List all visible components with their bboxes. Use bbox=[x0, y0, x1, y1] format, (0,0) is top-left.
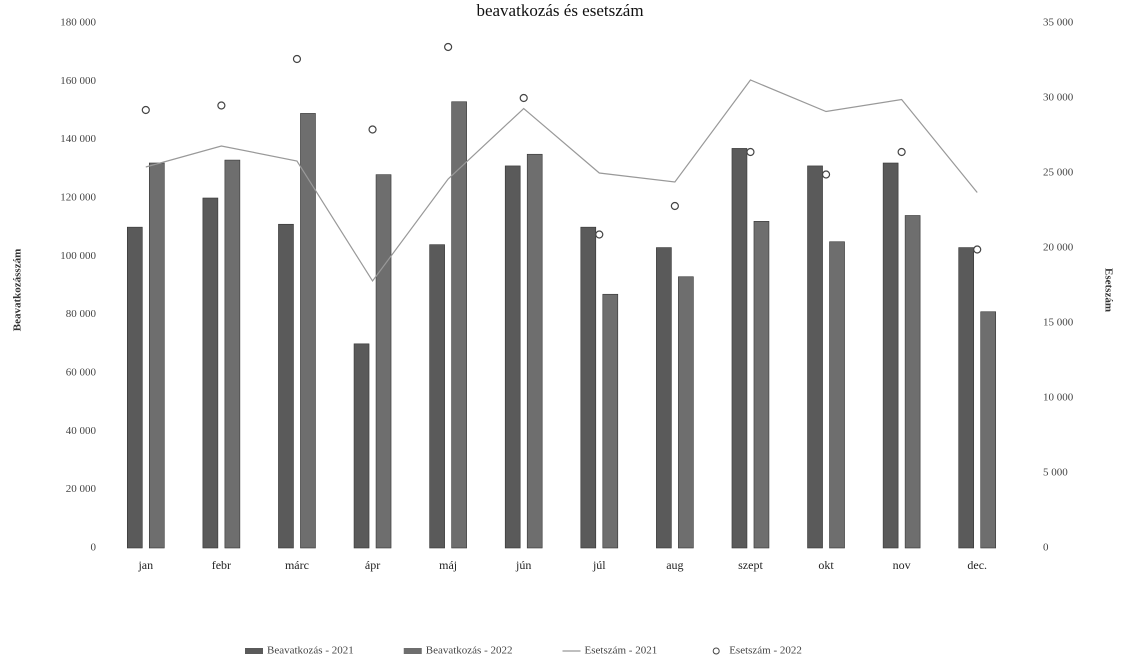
y2-axis-title: Esetszám bbox=[1102, 268, 1114, 312]
bar bbox=[829, 241, 845, 549]
x-tick-label: dec. bbox=[967, 558, 987, 572]
bar bbox=[731, 148, 748, 549]
y2-tick-label: 35 000 bbox=[1043, 17, 1074, 29]
chart-title: beavatkozás és esetszám bbox=[476, 1, 643, 20]
y-tick-label: 20 000 bbox=[66, 483, 97, 495]
bar bbox=[300, 113, 316, 549]
y-tick-label: 180 000 bbox=[60, 17, 96, 29]
x-tick-label: júl bbox=[592, 558, 606, 572]
bar bbox=[958, 247, 975, 549]
marker bbox=[746, 147, 755, 157]
y-tick-label: 80 000 bbox=[66, 308, 97, 320]
marker bbox=[973, 245, 982, 254]
y-tick-label: 0 bbox=[91, 542, 97, 554]
marker bbox=[141, 105, 150, 115]
bar bbox=[202, 197, 219, 549]
x-tick-label: nov bbox=[893, 558, 911, 572]
y2-tick-label: 15 000 bbox=[1043, 317, 1074, 329]
marker bbox=[368, 125, 377, 134]
x-tick-label: jún bbox=[515, 558, 531, 572]
y-tick-label: 140 000 bbox=[60, 133, 96, 145]
bar bbox=[451, 101, 467, 549]
marker bbox=[292, 54, 302, 64]
legend-swatch bbox=[245, 648, 263, 654]
x-tick-label: aug bbox=[666, 558, 683, 572]
y2-tick-label: 25 000 bbox=[1043, 167, 1074, 179]
x-tick-label: febr bbox=[212, 558, 231, 572]
legend-label: Beavatkozás - 2022 bbox=[426, 645, 513, 657]
marker bbox=[519, 93, 528, 103]
legend-label: Esetszám - 2021 bbox=[585, 645, 658, 657]
x-tick-label: okt bbox=[818, 558, 834, 572]
legend-swatch bbox=[712, 647, 720, 655]
y-axis-title: Beavatkozásszám bbox=[12, 249, 24, 332]
bar bbox=[980, 311, 997, 549]
bar bbox=[656, 247, 672, 549]
marker bbox=[670, 201, 679, 211]
bar bbox=[429, 244, 445, 549]
x-tick-label: máj bbox=[439, 558, 457, 572]
marker bbox=[821, 170, 831, 179]
y2-tick-label: 5 000 bbox=[1043, 467, 1068, 479]
y-tick-label: 60 000 bbox=[66, 367, 97, 379]
marker bbox=[897, 147, 906, 157]
marker bbox=[595, 230, 604, 239]
legend-swatch bbox=[403, 648, 422, 654]
x-tick-label: ápr bbox=[365, 558, 380, 572]
y2-tick-label: 0 bbox=[1043, 542, 1049, 554]
y2-tick-label: 30 000 bbox=[1043, 92, 1074, 104]
legend-label: Beavatkozás - 2021 bbox=[267, 645, 354, 657]
bar bbox=[504, 165, 521, 549]
y2-tick-label: 10 000 bbox=[1043, 392, 1074, 404]
bar bbox=[148, 162, 165, 549]
bar bbox=[375, 174, 392, 549]
bar bbox=[882, 162, 899, 549]
bar bbox=[753, 221, 770, 549]
bar bbox=[353, 343, 370, 549]
y-tick-label: 100 000 bbox=[60, 250, 96, 262]
line bbox=[145, 79, 978, 283]
y-tick-label: 120 000 bbox=[60, 192, 96, 204]
y-tick-label: 40 000 bbox=[66, 425, 97, 437]
bar bbox=[678, 276, 694, 549]
bar bbox=[278, 223, 294, 549]
bar bbox=[526, 153, 543, 549]
bar bbox=[580, 226, 597, 549]
y-tick-label: 160 000 bbox=[60, 75, 96, 87]
marker bbox=[444, 42, 453, 52]
marker bbox=[217, 101, 226, 110]
x-tick-label: jan bbox=[137, 558, 153, 572]
x-tick-label: márc bbox=[285, 558, 309, 572]
bar bbox=[807, 165, 823, 549]
bar bbox=[602, 293, 619, 549]
bar bbox=[904, 215, 921, 549]
legend-label: Esetszám - 2022 bbox=[729, 645, 802, 657]
bar bbox=[126, 226, 143, 549]
x-tick-label: szept bbox=[738, 558, 763, 572]
y2-tick-label: 20 000 bbox=[1043, 242, 1074, 254]
bar bbox=[224, 159, 241, 549]
